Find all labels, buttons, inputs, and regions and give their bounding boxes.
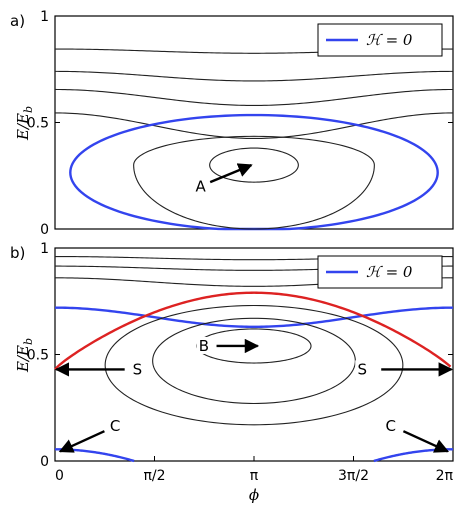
x-tick-label-1: π/2: [143, 468, 165, 484]
annotation-label-bg-0: [196, 336, 211, 354]
curve-closed-5-0: [133, 135, 375, 230]
x-axis-label-b: ϕ: [249, 486, 259, 504]
annotation-label-1: S: [133, 360, 143, 378]
y-ticks-a: 00.51: [27, 9, 453, 238]
annotation-label-3: C: [110, 417, 120, 435]
x-tick-label-2: π: [250, 468, 259, 484]
legend-a: ℋ = 0: [317, 23, 443, 57]
annotations-b: B S S C C: [54, 336, 453, 453]
annotation-label-bg-3: [108, 416, 123, 434]
panel-a: A 00.51 a) E/Eb ℋ = 0: [10, 9, 454, 238]
curve-closed-5-0: [104, 304, 404, 426]
curves-b: [54, 255, 454, 463]
curve-closed-6-0: [209, 147, 299, 183]
y-tick-label-0: 0: [40, 454, 49, 470]
panel-label-a: a): [10, 12, 25, 30]
y-axis-label-b: E/Eb: [14, 338, 35, 373]
y-tick-label-1: 0.5: [27, 348, 49, 364]
annotation-arrow-3: [58, 430, 105, 453]
legend-b: ℋ = 0: [317, 255, 443, 289]
annotation-label-bg-2: [355, 360, 370, 378]
curve-flat-3-0: [54, 306, 454, 329]
annotation-label-2: S: [357, 360, 367, 378]
curve-closed-6-0: [152, 317, 356, 405]
x-tick-label-3: 3π/2: [338, 468, 369, 484]
x-tick-label-0: 0: [55, 468, 64, 484]
legend-label-a: ℋ = 0: [366, 31, 413, 49]
y-tick-label-2: 1: [40, 9, 49, 25]
panel-b: BS SC C 00.51 0 π/2 π 3π/2 2π b) E/Eb ϕ ℋ = 0: [10, 241, 454, 504]
annotation-label-bg-0: [193, 177, 208, 195]
annotation-arrow-4: [402, 430, 450, 453]
legend-label-b: ℋ = 0: [366, 263, 413, 281]
x-tick-label-4: 2π: [436, 468, 454, 484]
annotation-label-bg-1: [130, 360, 145, 378]
y-tick-label-1: 0.5: [27, 116, 49, 132]
y-tick-label-0: 0: [40, 222, 49, 238]
annotations-a: A: [193, 163, 253, 195]
y-ticks-b: 00.51: [27, 241, 453, 470]
curve-flat-1-0: [55, 70, 453, 82]
curve-separatrix-4-0: [54, 291, 452, 371]
y-axis-label-a: E/Eb: [14, 106, 35, 141]
annotation-label-4: C: [385, 417, 395, 435]
curve-closed-4-0: [69, 113, 439, 231]
curve-flat-2-0: [54, 88, 453, 107]
y-tick-label-2: 1: [40, 241, 49, 257]
annotation-label-0: B: [199, 337, 209, 355]
annotation-label-0: A: [196, 177, 207, 195]
annotation-label-bg-4: [383, 416, 398, 434]
panel-label-b: b): [10, 244, 25, 262]
x-ticks-b: 0 π/2 π 3π/2 2π: [54, 456, 454, 484]
annotation-arrow-0: [209, 163, 253, 184]
curve-flat-3-0: [54, 112, 453, 140]
